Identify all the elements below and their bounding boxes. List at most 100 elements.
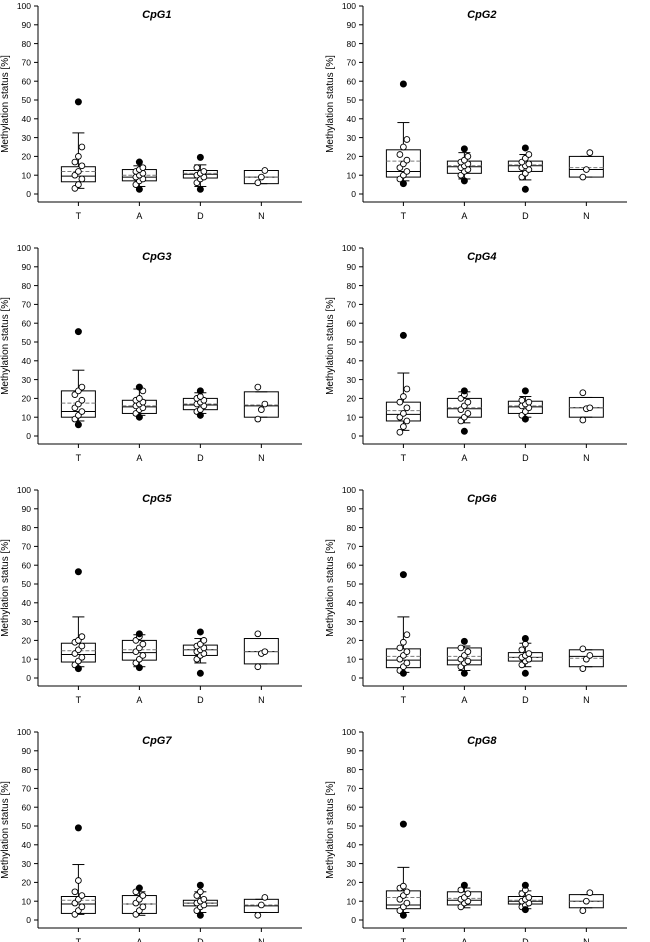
y-tick-label: 0 xyxy=(351,673,356,683)
y-tick-label: 70 xyxy=(22,784,32,794)
y-tick-label: 30 xyxy=(22,375,32,385)
y-tick-label: 50 xyxy=(22,95,32,105)
box-N xyxy=(568,149,604,181)
outlier-point xyxy=(399,80,407,88)
x-tick-label: T xyxy=(401,937,407,942)
y-tick-label: 40 xyxy=(347,114,357,124)
y-tick-label: 90 xyxy=(347,504,357,514)
outlier-point xyxy=(196,628,204,636)
y-tick-label: 20 xyxy=(22,878,32,888)
box-A xyxy=(446,637,482,677)
data-point xyxy=(75,181,82,188)
y-tick-label: 100 xyxy=(17,485,31,495)
outlier-point xyxy=(74,421,82,429)
y-axis-label: Methylation status [%] xyxy=(0,297,11,395)
y-tick-label: 60 xyxy=(347,76,357,86)
y-tick-label: 0 xyxy=(26,189,31,199)
data-point xyxy=(75,877,82,884)
box-A xyxy=(121,630,157,672)
box-D xyxy=(507,881,543,914)
x-tick-label: D xyxy=(197,453,204,463)
data-point xyxy=(139,892,147,899)
box-D xyxy=(507,387,543,423)
outlier-point xyxy=(399,571,407,579)
data-point xyxy=(261,894,269,901)
data-point xyxy=(78,175,86,183)
y-tick-label: 100 xyxy=(342,1,356,11)
y-tick-label: 10 xyxy=(22,654,32,664)
y-tick-label: 20 xyxy=(347,152,357,162)
x-tick-label: N xyxy=(258,453,265,463)
data-point xyxy=(254,383,262,391)
chart-title: CpG3 xyxy=(142,251,171,263)
y-tick-label: 60 xyxy=(347,318,357,328)
box-T xyxy=(385,820,421,919)
data-point xyxy=(586,149,594,156)
y-tick-label: 100 xyxy=(342,485,356,495)
y-tick-label: 0 xyxy=(26,673,31,683)
y-tick-label: 40 xyxy=(347,356,357,366)
outlier-point xyxy=(135,664,143,672)
chart-panel-7: 0 10 20 30 40 50 60 70 80 90 100 Methylation status… xyxy=(0,727,302,942)
chart-panel-3: 0 10 20 30 40 50 60 70 80 90 100 Methylation status… xyxy=(0,243,302,463)
y-tick-label: 30 xyxy=(22,859,32,869)
data-point xyxy=(464,648,472,656)
y-tick-label: 0 xyxy=(26,431,31,441)
y-tick-label: 10 xyxy=(22,170,32,180)
x-tick-label: T xyxy=(76,211,82,221)
box-T xyxy=(60,824,96,918)
box-D xyxy=(182,153,218,193)
y-tick-label: 50 xyxy=(22,821,32,831)
y-tick-label: 90 xyxy=(22,262,32,272)
data-point xyxy=(403,648,411,656)
data-point xyxy=(78,642,86,650)
y-tick-label: 10 xyxy=(347,654,357,664)
data-point xyxy=(71,158,79,166)
y-tick-label: 80 xyxy=(347,39,357,49)
box-T xyxy=(60,568,96,673)
y-tick-label: 90 xyxy=(347,20,357,30)
x-tick-label: A xyxy=(461,211,467,221)
box-N xyxy=(243,167,279,187)
data-point xyxy=(396,428,404,436)
data-point xyxy=(257,173,265,181)
x-tick-label: N xyxy=(583,937,590,942)
data-point xyxy=(400,423,407,430)
data-point xyxy=(197,888,204,896)
y-tick-label: 100 xyxy=(17,243,31,253)
chart-title: CpG6 xyxy=(467,493,497,505)
y-tick-label: 0 xyxy=(26,915,31,925)
data-point xyxy=(582,166,590,173)
y-tick-label: 90 xyxy=(22,746,32,756)
data-point xyxy=(200,895,208,903)
x-tick-label: T xyxy=(401,211,407,221)
data-point xyxy=(254,663,262,671)
x-tick-label: A xyxy=(136,695,142,705)
outlier-point xyxy=(135,413,143,421)
data-point xyxy=(78,383,86,391)
outlier-point xyxy=(399,331,407,339)
y-tick-label: 20 xyxy=(22,394,32,404)
outlier-point xyxy=(521,669,529,677)
outlier-point xyxy=(135,630,143,638)
box-A xyxy=(121,383,157,421)
chart-title: CpG5 xyxy=(142,493,172,505)
outlier-point xyxy=(74,328,82,336)
y-tick-label: 80 xyxy=(22,765,32,775)
outlier-point xyxy=(521,387,529,395)
data-point xyxy=(403,888,411,896)
x-tick-label: N xyxy=(583,695,590,705)
data-point xyxy=(403,156,411,164)
box-N xyxy=(568,389,604,424)
y-tick-label: 90 xyxy=(22,20,32,30)
data-point xyxy=(579,416,587,424)
outlier-point xyxy=(521,144,529,152)
data-point xyxy=(525,650,533,657)
data-point xyxy=(403,404,411,412)
x-tick-label: A xyxy=(461,937,467,942)
y-tick-label: 70 xyxy=(347,300,357,310)
data-point xyxy=(579,645,587,653)
chart-panel-8: 0 10 20 30 40 50 60 70 80 90 100 Methylation status… xyxy=(325,727,627,942)
y-tick-label: 30 xyxy=(347,133,357,143)
data-point xyxy=(139,903,147,911)
